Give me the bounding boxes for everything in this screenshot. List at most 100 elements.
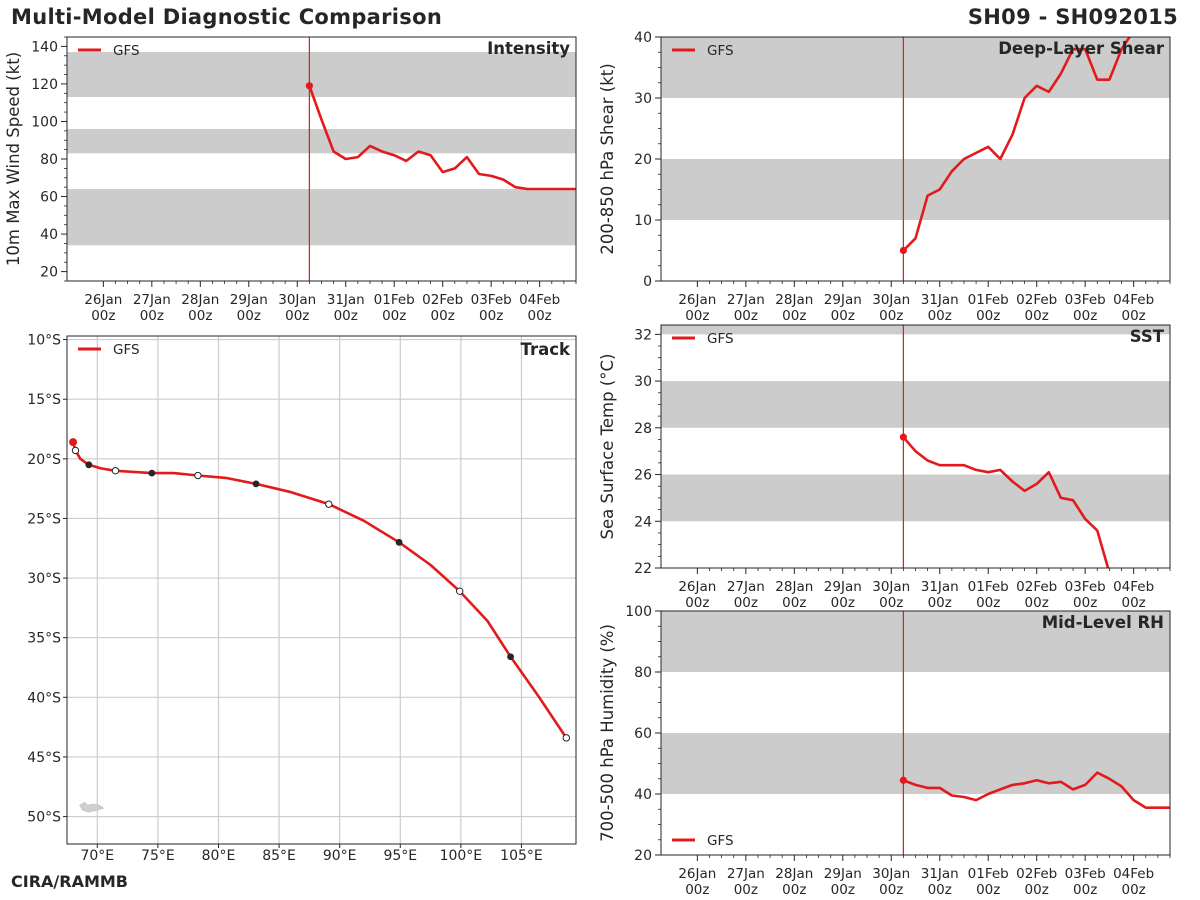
intensity-xtick-label: 30Jan 00z	[278, 292, 316, 324]
shear-xtick-label: 29Jan 00z	[824, 292, 862, 324]
rh-xtick-label: 01Feb 00z	[968, 866, 1009, 898]
track-ytick-label: 50°S	[27, 810, 61, 826]
intensity-ytick-label: 80	[40, 152, 58, 168]
intensity-band-0	[67, 189, 576, 246]
sst-ytick-label: 26	[634, 468, 652, 484]
sst-xtick-label: 03Feb 00z	[1065, 579, 1106, 611]
shear-band-1	[661, 37, 1170, 98]
shear-xtick-label: 27Jan 00z	[727, 292, 765, 324]
sst-xtick-label: 27Jan 00z	[727, 579, 765, 611]
shear-xtick-label: 02Feb 00z	[1016, 292, 1057, 324]
track-xtick-label: 70°E	[80, 848, 114, 864]
sst-xtick-label: 04Feb 00z	[1113, 579, 1154, 611]
intensity-ytick-label: 140	[31, 39, 58, 55]
track-ytick-label: 40°S	[27, 690, 61, 706]
intensity-band-1	[67, 128, 576, 154]
track-marker-open	[194, 471, 202, 480]
sst-ytick-label: 24	[634, 514, 652, 530]
sst-legend-label: GFS	[707, 331, 734, 347]
shear-xtick-label: 30Jan 00z	[872, 292, 910, 324]
shear-gfs-line	[902, 37, 1132, 252]
rh-xtick-label: 02Feb 00z	[1016, 866, 1057, 898]
rh-xtick-label: 31Jan 00z	[921, 866, 959, 898]
track-ytick-label: 20°S	[27, 452, 61, 468]
rh-xtick-label: 26Jan 00z	[678, 866, 716, 898]
intensity-panel: 20 40 60 80 100 120 140 26Jan 00z 27Jan 00z 28Jan 00…	[4, 36, 577, 324]
sst-panel: 22 24 26 28 30 32 26Jan 00z 27Jan 00z 28Jan 00z 29Ja…	[598, 324, 1171, 611]
rh-title: Mid-Level RH	[1042, 613, 1164, 632]
track-marker-open	[562, 734, 571, 742]
intensity-xtick-label: 03Feb 00z	[471, 292, 512, 324]
sst-frame	[660, 324, 1171, 569]
sst-band-2	[661, 325, 1170, 335]
intensity-xtick-label: 02Feb 00z	[422, 292, 463, 324]
track-marker-open	[455, 587, 464, 595]
shear-xtick-label: 28Jan 00z	[775, 292, 813, 324]
intensity-band-2	[67, 52, 576, 98]
track-gfs-line	[71, 441, 568, 739]
intensity-legend-label: GFS	[113, 43, 140, 59]
track-ytick-label: 25°S	[27, 511, 61, 527]
shear-xtick-label: 26Jan 00z	[678, 292, 716, 324]
sst-xtick-label: 26Jan 00z	[678, 579, 716, 611]
sst-xtick-label: 31Jan 00z	[921, 579, 959, 611]
shear-ytick-label: 0	[643, 274, 652, 290]
track-xtick-label: 95°E	[383, 848, 417, 864]
track-frame	[66, 335, 577, 845]
rh-ytick-label: 80	[634, 665, 652, 681]
shear-xtick-label: 04Feb 00z	[1113, 292, 1154, 324]
intensity-xtick-label: 29Jan 00z	[230, 292, 268, 324]
track-marker-filled	[148, 469, 156, 477]
credit-label: CIRA/RAMMB	[11, 872, 128, 891]
rh-xtick-label: 30Jan 00z	[872, 866, 910, 898]
shear-ytick-label: 40	[634, 30, 652, 46]
sst-title: SST	[1130, 327, 1165, 346]
track-ytick-label: 35°S	[27, 631, 61, 647]
track-marker-filled	[252, 480, 260, 488]
intensity-ylabel: 10m Max Wind Speed (kt)	[4, 52, 23, 266]
rh-legend-label: GFS	[707, 833, 734, 849]
track-xtick-label: 105°E	[500, 848, 543, 864]
shear-legend-label: GFS	[707, 43, 734, 59]
rh-ytick-label: 40	[634, 787, 652, 803]
sst-band-0	[661, 474, 1170, 522]
track-marker-open	[325, 500, 333, 508]
track-marker-filled	[507, 653, 514, 661]
sst-ytick-label: 28	[634, 421, 652, 437]
shear-ylabel: 200-850 hPa Shear (kt)	[598, 63, 617, 254]
track-title: Track	[521, 340, 571, 359]
shear-init-point	[899, 246, 907, 255]
intensity-ytick-label: 120	[31, 77, 58, 93]
shear-band-0	[661, 159, 1170, 220]
track-xtick-label: 75°E	[141, 848, 175, 864]
intensity-gfs-line	[308, 85, 576, 191]
rh-xtick-label: 29Jan 00z	[824, 866, 862, 898]
intensity-xtick-label: 01Feb 00z	[374, 292, 415, 324]
track-legend-label: GFS	[113, 342, 140, 358]
storm-id: SH09 - SH092015	[967, 5, 1178, 29]
shear-ytick-label: 20	[634, 152, 652, 168]
track-xtick-label: 80°E	[202, 848, 236, 864]
sst-init-point	[899, 433, 907, 441]
track-xtick-label: 85°E	[262, 848, 296, 864]
track-ytick-label: 30°S	[27, 571, 61, 587]
sst-xtick-label: 29Jan 00z	[824, 579, 862, 611]
shear-xtick-label: 03Feb 00z	[1065, 292, 1106, 324]
intensity-xtick-label: 04Feb 00z	[519, 292, 560, 324]
track-panel: 70°E 75°E 80°E 85°E 90°E 95°E 100°E 105°E 10°S 15…	[27, 333, 577, 864]
sst-gfs-line	[902, 436, 1110, 568]
rh-panel: 20 40 60 80 100 26Jan 00z 27Jan 00z 28Jan 00z 29Jan…	[598, 604, 1171, 898]
rh-init-point	[899, 776, 907, 784]
intensity-ytick-label: 20	[40, 265, 58, 281]
track-marker-filled	[395, 538, 403, 546]
shear-xtick-label: 01Feb 00z	[968, 292, 1009, 324]
track-xtick-label: 100°E	[440, 848, 483, 864]
sst-band-1	[661, 381, 1170, 428]
track-ytick-label: 15°S	[27, 392, 61, 408]
sst-xtick-label: 28Jan 00z	[775, 579, 813, 611]
track-marker-open	[111, 467, 120, 475]
intensity-ytick-label: 100	[31, 114, 58, 130]
track-init-point	[69, 438, 78, 447]
rh-band-1	[661, 611, 1170, 672]
